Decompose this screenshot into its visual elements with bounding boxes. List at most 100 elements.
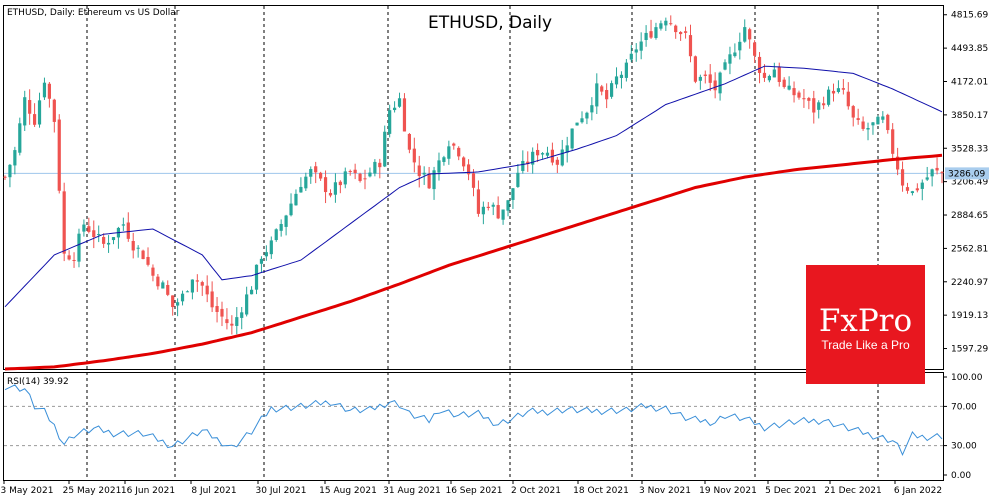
price-tick-label: 3850.17 [951, 111, 988, 121]
candle [333, 173, 338, 203]
candle [269, 236, 273, 259]
candle [28, 89, 32, 125]
candle [407, 132, 411, 154]
candle [817, 100, 821, 119]
candle [688, 24, 693, 63]
candle [471, 169, 476, 197]
candle [373, 159, 377, 177]
candle [195, 274, 199, 292]
candle [674, 24, 678, 39]
candle [757, 52, 762, 84]
candle [131, 232, 135, 259]
logo-tagline: Trade Like a Pro [821, 338, 910, 352]
candle [437, 152, 441, 181]
candle [797, 90, 801, 100]
candle [536, 143, 540, 163]
logo-brand: FxPro [818, 303, 913, 339]
candle [605, 83, 609, 109]
candle [595, 73, 599, 115]
candle [659, 20, 663, 31]
candle [37, 92, 42, 128]
candle [8, 163, 12, 188]
candle [555, 157, 559, 174]
candle [807, 96, 811, 110]
price-tick-label: 2562.81 [951, 244, 988, 254]
candle [822, 96, 826, 110]
candle [412, 137, 416, 173]
ma-slow-line [4, 153, 943, 371]
candle [664, 17, 668, 31]
rsi-line [4, 384, 943, 457]
candle [319, 171, 323, 181]
main-label: ETHUSD, Daily: Ethereum vs US Dollar [7, 8, 180, 18]
candle [762, 64, 767, 82]
candle [792, 81, 796, 103]
candle [935, 157, 939, 175]
candle [97, 225, 101, 243]
candle [146, 247, 150, 267]
candle [639, 32, 643, 60]
candle [294, 189, 298, 206]
candle [787, 76, 791, 91]
candle [669, 15, 673, 26]
candle [486, 202, 490, 211]
vertical-gridlines [86, 6, 879, 480]
x-tick-label: 3 Nov 2021 [639, 486, 691, 496]
candle [565, 136, 569, 163]
candle [802, 89, 806, 108]
candlesticks [3, 15, 944, 335]
candle [180, 290, 185, 306]
candle [738, 32, 742, 60]
candle [506, 199, 510, 217]
candle [254, 264, 259, 295]
x-tick-label: 30 Jul 2021 [256, 486, 307, 496]
price-tick-label: 4172.01 [951, 78, 988, 88]
candle [812, 90, 816, 124]
candle [457, 146, 461, 161]
candle [102, 233, 106, 248]
price-tick-label: 3528.33 [951, 144, 988, 154]
x-tick-label: 18 Oct 2021 [573, 486, 629, 496]
candle [683, 26, 688, 39]
candle [432, 166, 436, 200]
candle [881, 111, 885, 124]
candle [462, 156, 466, 172]
candle [23, 90, 27, 131]
candle [703, 70, 707, 84]
candle [67, 250, 71, 261]
candle [328, 189, 333, 198]
candle [383, 125, 387, 168]
candle [900, 161, 905, 192]
x-tick-label: 16 Jun 2021 [121, 486, 175, 496]
rsi-tick-label: 30.00 [951, 442, 977, 452]
price-tick-label: 2240.97 [951, 278, 988, 288]
candle [348, 169, 352, 176]
candle [62, 182, 66, 262]
x-tick-label: 31 Aug 2021 [383, 486, 441, 496]
candle [826, 86, 831, 107]
candle [249, 286, 254, 295]
candle [299, 177, 303, 193]
candle [930, 168, 934, 187]
candle [654, 22, 658, 40]
candle [609, 80, 614, 99]
candle [526, 151, 530, 172]
candle [417, 155, 421, 188]
x-tick-label: 21 Dec 2021 [824, 486, 882, 496]
candle [32, 103, 37, 127]
candle [185, 290, 190, 293]
candle [476, 180, 481, 217]
candle [156, 274, 160, 290]
candle [491, 202, 495, 216]
x-tick-label: 16 Sep 2021 [445, 486, 502, 496]
candle [427, 166, 431, 190]
candle [521, 150, 525, 174]
candle [151, 264, 155, 282]
candle [679, 31, 683, 41]
candle [3, 175, 7, 181]
candle [856, 108, 860, 125]
candle [279, 219, 283, 237]
candle [905, 182, 910, 194]
candle [323, 170, 328, 204]
